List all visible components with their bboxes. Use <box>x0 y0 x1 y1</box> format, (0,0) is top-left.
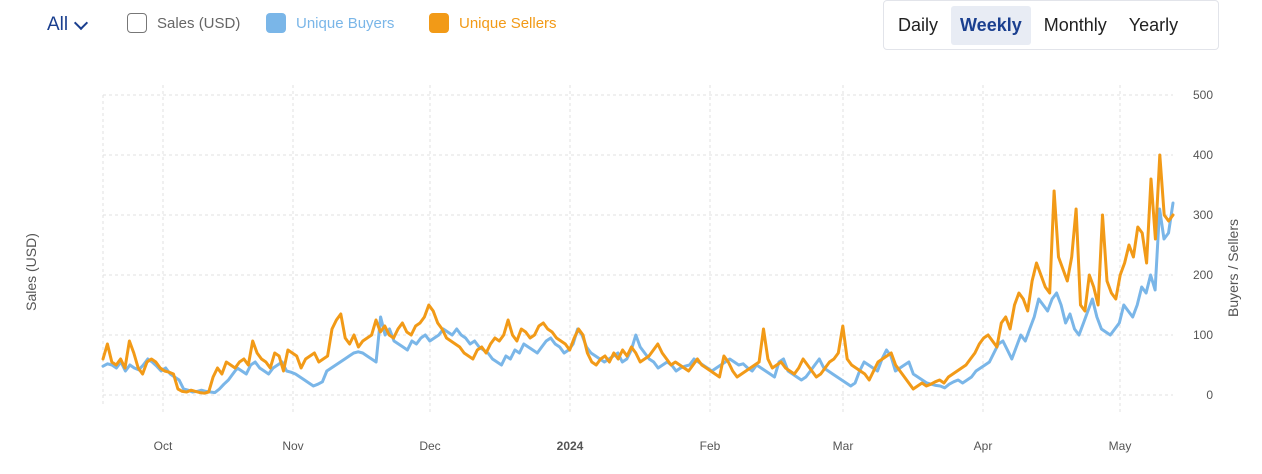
scope-label: All <box>47 14 69 35</box>
legend-toggle-buyers[interactable]: Unique Buyers <box>266 13 394 33</box>
period-selector: Daily Weekly Monthly Yearly <box>883 0 1219 50</box>
y-tick-label: 300 <box>1193 208 1213 222</box>
y-tick-label: 0 <box>1206 388 1213 402</box>
scope-dropdown[interactable]: All <box>47 14 89 36</box>
legend-toggle-sales[interactable]: Sales (USD) <box>127 13 240 33</box>
period-weekly-button[interactable]: Weekly <box>951 5 1031 45</box>
period-daily-button[interactable]: Daily <box>898 14 939 35</box>
x-tick-label: Nov <box>282 439 303 453</box>
series-line-unique-buyers <box>101 201 1175 395</box>
y-tick-label: 100 <box>1193 328 1213 342</box>
legend-toggle-sellers[interactable]: Unique Sellers <box>429 13 557 33</box>
legend-label-sellers: Unique Sellers <box>459 14 557 32</box>
x-tick-label: Dec <box>419 439 440 453</box>
x-tick-label: Feb <box>700 439 721 453</box>
x-tick-label: May <box>1109 439 1132 453</box>
period-yearly-button[interactable]: Yearly <box>1128 14 1179 35</box>
y-tick-label: 500 <box>1193 88 1213 102</box>
x-tick-label: 2024 <box>557 439 584 453</box>
checkbox-checked-icon <box>429 13 449 33</box>
checkbox-icon <box>127 13 147 33</box>
x-tick-label: Oct <box>154 439 173 453</box>
checkbox-checked-icon <box>266 13 286 33</box>
x-tick-label: Mar <box>833 439 854 453</box>
period-monthly-button[interactable]: Monthly <box>1043 14 1107 35</box>
y-tick-label: 400 <box>1193 148 1213 162</box>
legend-label-buyers: Unique Buyers <box>296 14 395 32</box>
legend-label-sales: Sales (USD) <box>157 14 241 32</box>
chart-toolbar: All Sales (USD) Unique Buyers Unique Sel… <box>0 0 1262 56</box>
series-line-unique-sellers <box>101 153 1175 395</box>
x-tick-label: Apr <box>974 439 993 453</box>
y-tick-label: 200 <box>1193 268 1213 282</box>
